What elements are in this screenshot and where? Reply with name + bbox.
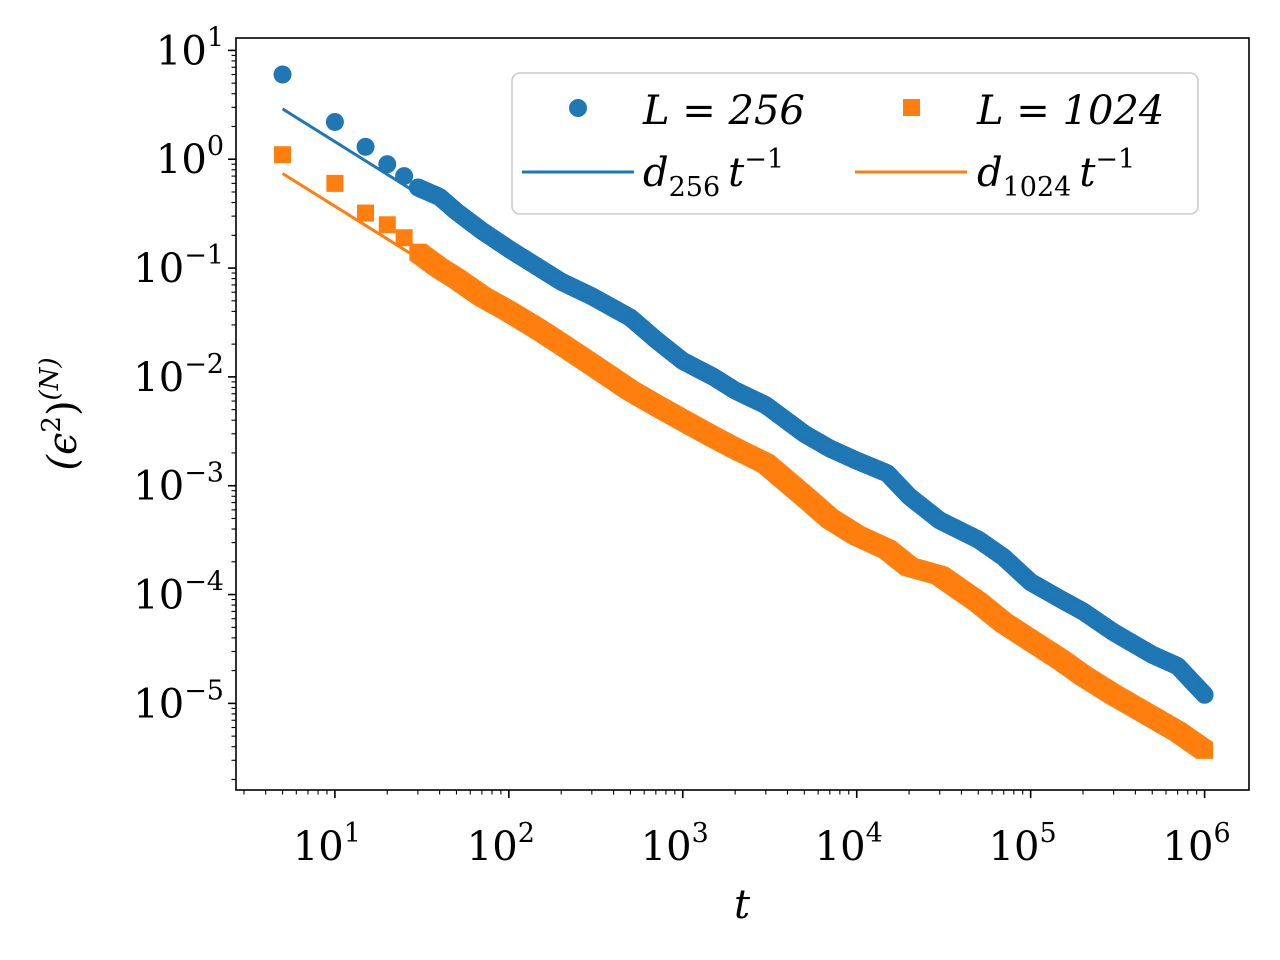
data-point [325, 112, 344, 131]
y-tick-label: 10−3 [133, 458, 224, 510]
y-tick-label-base: 10 [133, 246, 184, 292]
data-point [326, 174, 344, 192]
x-tick-label-exp: 3 [692, 818, 709, 849]
y-axis-label-close: ) [40, 400, 86, 416]
x-tick-label: 101 [293, 818, 361, 870]
legend-marker-l256 [569, 99, 587, 117]
ticks [228, 49, 1206, 798]
legend-d256-exp: −1 [744, 144, 784, 175]
series-l1024 [274, 146, 1214, 759]
legend-d256-base: d [643, 150, 669, 196]
y-tick-label-exp: −4 [184, 567, 224, 598]
legend: L = 256 L = 1024 d256 t−1 d1024 t−1 [511, 72, 1199, 215]
y-tick-label-exp: −5 [184, 675, 224, 706]
legend-d1024-exp: −1 [1095, 144, 1135, 175]
data-point [357, 204, 375, 222]
x-tick-label-exp: 5 [1040, 818, 1057, 849]
legend-d1024-base: d [977, 150, 1003, 196]
x-tick-label: 103 [641, 818, 709, 870]
x-tick-labels: 101 102 103 104 105 106 [293, 818, 1231, 870]
y-tick-label-exp: −1 [184, 240, 224, 271]
y-tick-label: 10−5 [133, 675, 224, 727]
axes-frame [235, 37, 1250, 791]
x-tick-label-base: 10 [815, 824, 866, 870]
y-tick-label-base: 10 [133, 355, 184, 401]
y-axis-label-sup: (N) [35, 357, 65, 400]
y-tick-label-exp: 0 [207, 131, 224, 162]
data-point [378, 216, 396, 234]
y-tick-label: 10−4 [133, 567, 224, 619]
legend-label-d256: d256 t−1 [643, 144, 784, 203]
y-tick-label: 101 [156, 22, 224, 74]
plot-area [228, 37, 1250, 798]
x-tick-label: 106 [1163, 818, 1231, 870]
y-axis-label: (ϵ2)(N) [35, 357, 86, 470]
fit-lines [281, 107, 419, 260]
y-axis-label-exp: 2 [37, 416, 67, 433]
x-tick-label-base: 10 [989, 824, 1040, 870]
x-tick-label-exp: 2 [518, 818, 535, 849]
data-point [395, 167, 414, 186]
data-point [378, 155, 397, 174]
y-tick-label-base: 10 [133, 464, 184, 510]
y-tick-label-exp: 1 [207, 22, 224, 53]
data-point [274, 146, 292, 164]
x-axis-label: t [734, 882, 751, 928]
data-point [273, 65, 292, 84]
data-point [1195, 685, 1214, 704]
data-point [395, 229, 413, 247]
y-tick-label: 100 [156, 131, 224, 183]
data-point [356, 137, 375, 156]
y-tick-label-base: 10 [133, 681, 184, 727]
x-tick-label-base: 10 [641, 824, 692, 870]
y-tick-label-exp: −3 [184, 458, 224, 489]
x-tick-label: 105 [989, 818, 1057, 870]
x-tick-label-base: 10 [1163, 824, 1214, 870]
x-tick-label: 102 [467, 818, 535, 870]
x-tick-label-exp: 6 [1213, 818, 1230, 849]
legend-frame [511, 72, 1199, 215]
x-tick-label-base: 10 [293, 824, 344, 870]
y-tick-label: 10−2 [133, 349, 224, 401]
y-axis-label-base: (ϵ [40, 433, 86, 471]
y-tick-label-base: 10 [156, 137, 207, 183]
legend-d1024-t: t [1079, 150, 1096, 196]
legend-d1024-sub: 1024 [1003, 172, 1072, 203]
legend-d256-t: t [728, 150, 745, 196]
x-tick-label-exp: 4 [866, 818, 883, 849]
y-tick-label: 10−1 [133, 240, 224, 292]
legend-marker-l1024 [903, 99, 920, 116]
fit-line-d256 [281, 107, 419, 195]
legend-label-l1024: L = 1024 [976, 88, 1164, 134]
y-tick-label-exp: −2 [184, 349, 224, 380]
series-l256 [273, 65, 1214, 704]
markers [273, 65, 1214, 759]
y-tick-label-base: 10 [133, 573, 184, 619]
legend-d256-sub: 256 [669, 172, 721, 203]
fit-line-d1024 [281, 172, 419, 260]
x-tick-label-exp: 1 [344, 818, 361, 849]
x-tick-label-base: 10 [467, 824, 518, 870]
legend-label-d1024: d1024 t−1 [977, 144, 1135, 203]
x-tick-label: 104 [815, 818, 883, 870]
legend-label-l256: L = 256 [642, 88, 805, 134]
y-tick-label-base: 10 [156, 28, 207, 74]
data-point [1196, 741, 1214, 759]
